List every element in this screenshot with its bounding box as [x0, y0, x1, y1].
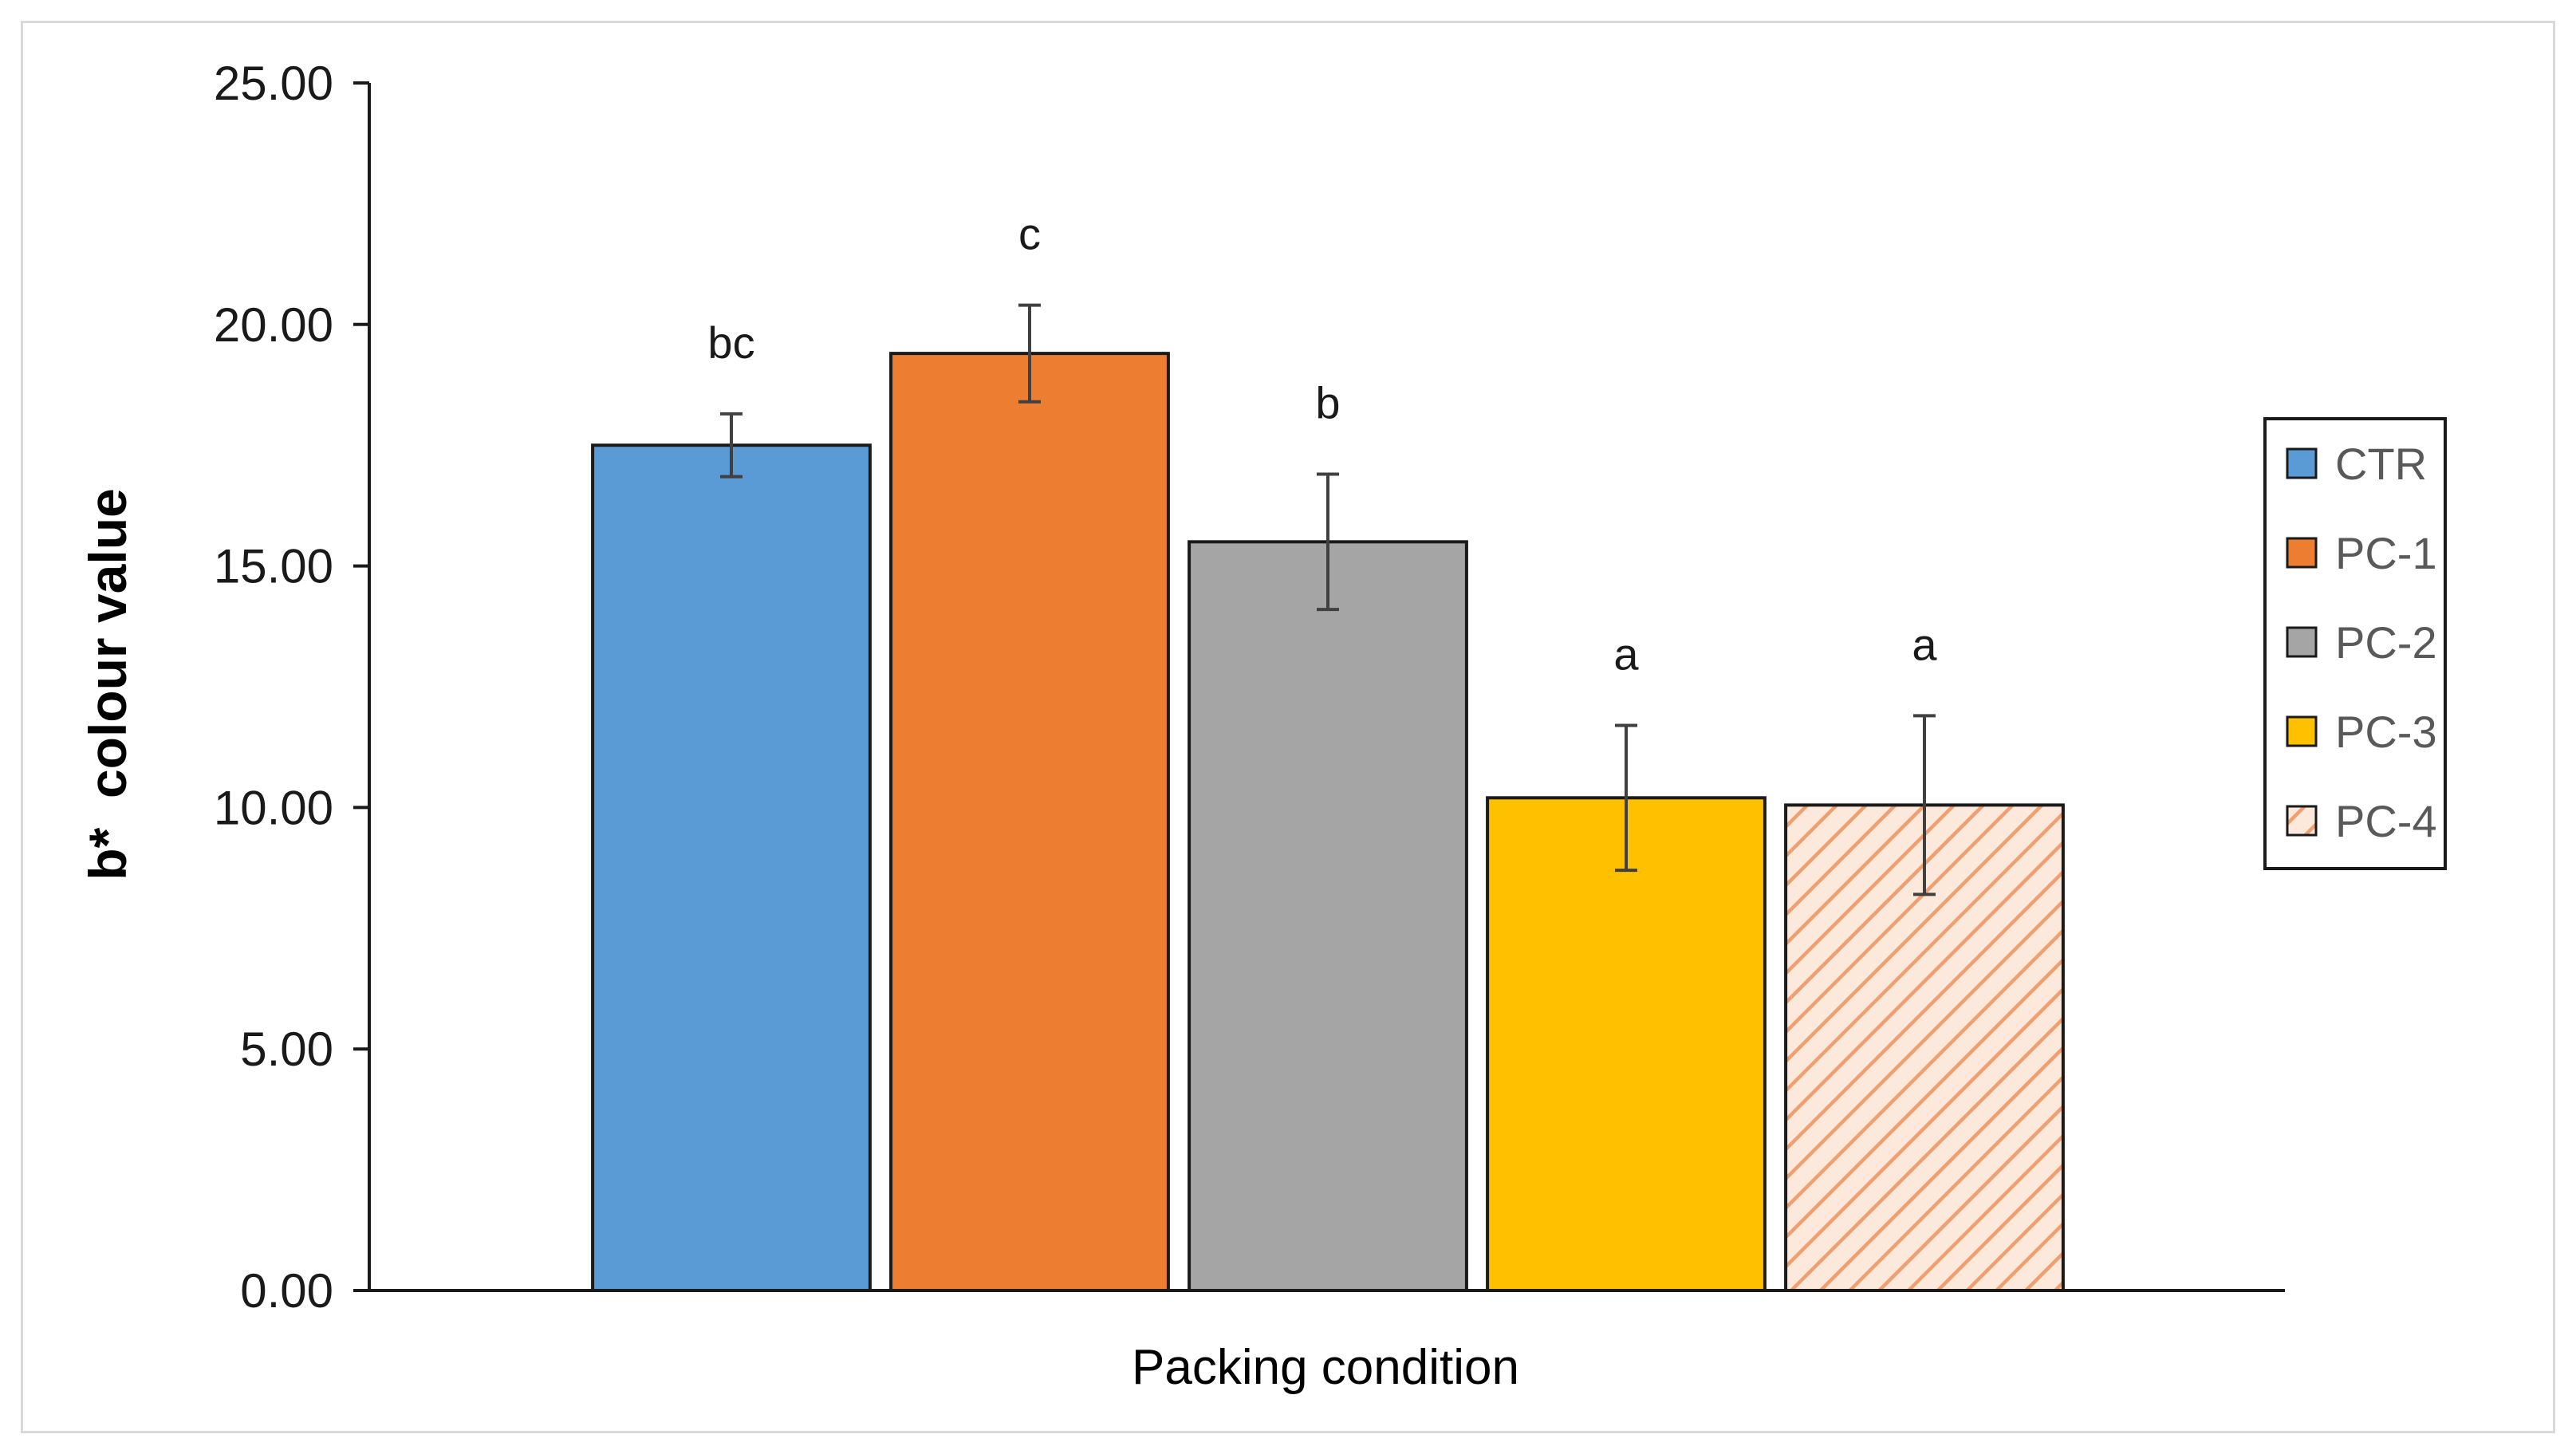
y-tick-label: 0.00 [240, 1264, 333, 1318]
legend: CTR PC-1 PC-2 PC-3 PC-4 [2263, 417, 2447, 870]
significance-label: c [1018, 209, 1041, 259]
legend-swatch-pc-2 [2286, 626, 2318, 658]
y-tick-label: 20.00 [214, 298, 333, 352]
y-tick-label: 10.00 [214, 781, 333, 834]
y-axis-title: b* colour value [78, 488, 137, 880]
bar-pc-1 [889, 352, 1170, 1292]
significance-label: a [1613, 628, 1639, 679]
bar-pc-2 [1188, 540, 1468, 1292]
error-bars [720, 303, 1936, 896]
legend-swatch-pc-1 [2286, 537, 2318, 569]
legend-swatch-pc-3 [2286, 715, 2318, 747]
legend-label: PC-1 [2335, 528, 2437, 578]
legend-swatch-pc-4 [2286, 805, 2318, 837]
significance-label: b [1315, 378, 1340, 428]
y-axis: 0.00 5.00 10.00 15.00 20.00 25.00 [214, 57, 371, 1318]
significance-label: bc [707, 317, 754, 368]
legend-label: CTR [2335, 439, 2427, 489]
legend-label: PC-2 [2335, 617, 2437, 668]
bars [591, 352, 2065, 1293]
y-tick-label: 15.00 [214, 540, 333, 593]
legend-label: PC-3 [2335, 707, 2437, 757]
bar-ctr [591, 443, 872, 1293]
legend-swatch-ctr [2286, 447, 2318, 479]
bar-pc-3 [1486, 796, 1767, 1292]
legend-label: PC-4 [2335, 796, 2437, 846]
y-tick-label: 5.00 [240, 1023, 333, 1076]
y-tick-label: 25.00 [214, 57, 333, 110]
x-axis-title: Packing condition [1132, 1340, 1519, 1395]
significance-label: a [1912, 619, 1937, 669]
significance-labels: bc c b a a [707, 209, 1937, 680]
